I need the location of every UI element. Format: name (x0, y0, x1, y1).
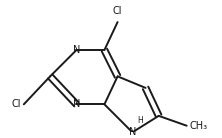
Text: Cl: Cl (113, 6, 122, 15)
Text: Cl: Cl (11, 99, 20, 109)
Text: N: N (73, 45, 80, 55)
Text: CH₃: CH₃ (190, 121, 208, 131)
Text: N: N (73, 99, 80, 109)
Text: H: H (137, 116, 143, 125)
Text: N: N (129, 127, 136, 137)
